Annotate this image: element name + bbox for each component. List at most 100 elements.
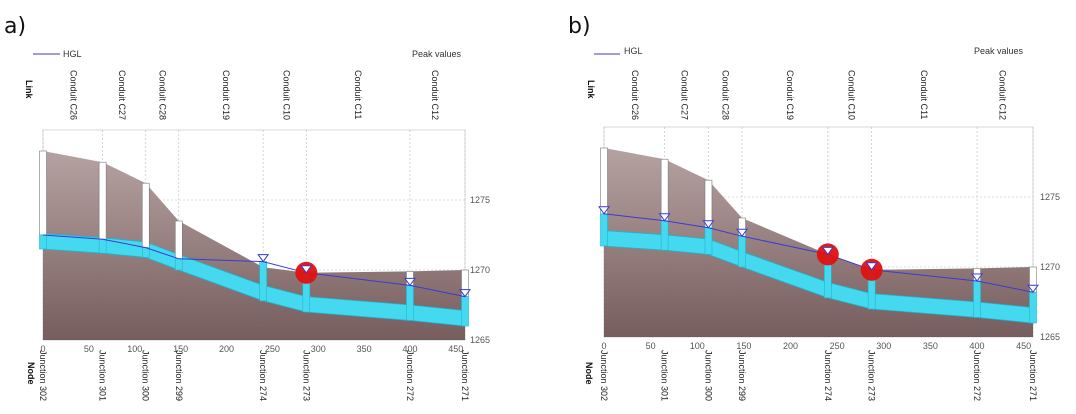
manhole-water [600, 213, 608, 247]
manhole-shaft [600, 147, 608, 215]
link-axis-title: Link [24, 80, 34, 99]
manhole-shaft [39, 150, 47, 236]
peak-values-label: Peak values [974, 46, 1024, 56]
node-label: Junction 274 [258, 350, 268, 401]
hgl-marker-icon [865, 262, 878, 271]
x-tick-label: 0 [601, 341, 606, 351]
manhole-water [98, 238, 107, 254]
manhole-water [738, 235, 746, 268]
y-tick-label: 1265 [1040, 332, 1060, 342]
node-label: Junction 271 [1028, 350, 1038, 401]
hgl-marker-icon [658, 213, 671, 222]
x-tick-label: 50 [84, 344, 94, 354]
x-tick-label: 350 [923, 341, 938, 351]
link-label: Conduit C26 [69, 70, 79, 120]
node-label: Junction 272 [972, 350, 982, 401]
x-tick-label: 200 [783, 341, 798, 351]
link-label: Conduit C28 [720, 70, 730, 120]
y-tick-label: 1265 [470, 335, 490, 345]
manhole-shaft [141, 182, 150, 248]
x-tick-label: 450 [448, 344, 463, 354]
node-label: Junction 299 [737, 350, 747, 401]
manhole-water [660, 220, 669, 251]
x-tick-label: 150 [173, 344, 188, 354]
hgl-line [42, 234, 466, 298]
manhole-water [174, 258, 183, 271]
link-label: Conduit C27 [679, 70, 689, 120]
x-tick-label: 350 [357, 344, 372, 354]
x-tick-label: 400 [970, 341, 985, 351]
panel-label: a) [4, 14, 26, 39]
x-tick-label: 100 [690, 341, 705, 351]
hgl-marker-icon [300, 265, 313, 274]
node-axis-title: Node [584, 362, 594, 385]
manhole-water [461, 296, 469, 327]
hgl-marker-icon [736, 228, 748, 238]
manhole-water [406, 285, 414, 321]
x-tick-label: 50 [646, 341, 656, 351]
manhole-water [141, 247, 150, 258]
manhole-shaft [98, 161, 107, 240]
legend-hgl-label: HGL [624, 46, 643, 56]
y-tick-label: 1270 [1040, 262, 1060, 272]
x-tick-label: 400 [402, 344, 417, 354]
hgl-marker-icon [702, 220, 715, 229]
node-label: Junction 302 [38, 350, 48, 401]
manhole-water [704, 227, 713, 255]
x-tick-label: 200 [219, 344, 234, 354]
link-label: Conduit C28 [158, 70, 168, 120]
hgl-marker-icon [971, 273, 984, 282]
node-label: Junction 274 [823, 350, 833, 401]
hgl-marker-icon [1027, 284, 1039, 294]
node-axis-title: Node [26, 362, 36, 385]
legend-hgl-label: HGL [63, 49, 82, 59]
x-tick-label: 300 [311, 344, 326, 354]
manhole-water [259, 261, 267, 302]
hgl-marker-icon [821, 246, 834, 256]
link-label: Conduit C27 [117, 70, 127, 120]
link-label: Conduit C26 [630, 70, 640, 120]
link-axis-title: Link [586, 80, 596, 99]
node-label: Junction 302 [599, 350, 609, 401]
x-tick-label: 100 [127, 344, 142, 354]
hgl-marker-icon [403, 277, 416, 287]
x-tick-label: 450 [1016, 341, 1031, 351]
node-label: Junction 300 [141, 350, 151, 401]
node-label: Junction 272 [405, 350, 415, 401]
link-label: Conduit C12 [430, 70, 440, 120]
x-tick-label: 250 [830, 341, 845, 351]
manhole-shaft [174, 220, 183, 260]
link-label: Conduit C11 [919, 70, 929, 119]
x-tick-label: 0 [40, 344, 45, 354]
hgl-marker-icon [257, 254, 270, 263]
profile-panel-a: a) HGL Peak values Link Node 1265 1270 1275 0 50 1… [4, 14, 490, 401]
link-label: Conduit C19 [221, 70, 231, 120]
node-label: Junction 300 [703, 350, 713, 401]
manhole-water [973, 280, 981, 318]
x-tick-label: 250 [265, 344, 280, 354]
node-label: Junction 301 [660, 350, 670, 401]
node-label: Junction 273 [301, 350, 311, 401]
node-label: Junction 273 [867, 350, 877, 401]
node-label: Junction 299 [174, 350, 184, 401]
link-label: Conduit C11 [353, 70, 363, 119]
panel-label: b) [568, 14, 591, 39]
y-tick-label: 1275 [1040, 192, 1060, 202]
hgl-line [603, 213, 1034, 293]
peak-values-label: Peak values [412, 49, 462, 59]
manhole-water [1029, 291, 1037, 324]
link-label: Conduit C19 [785, 70, 795, 120]
x-tick-label: 300 [876, 341, 891, 351]
link-label: Conduit C12 [997, 70, 1007, 120]
y-tick-label: 1270 [470, 265, 490, 275]
hgl-marker-icon [598, 206, 610, 215]
link-label: Conduit C10 [281, 70, 291, 120]
manhole-water [39, 234, 47, 250]
x-tick-label: 150 [736, 341, 751, 351]
profile-panel-b: b) HGL Peak values Link Node 1265 1270 1275 0 50 1… [568, 14, 1060, 401]
y-tick-label: 1275 [470, 195, 490, 205]
node-label: Junction 271 [460, 350, 470, 401]
hgl-marker-icon [459, 289, 471, 298]
node-label: Junction 301 [98, 350, 108, 401]
